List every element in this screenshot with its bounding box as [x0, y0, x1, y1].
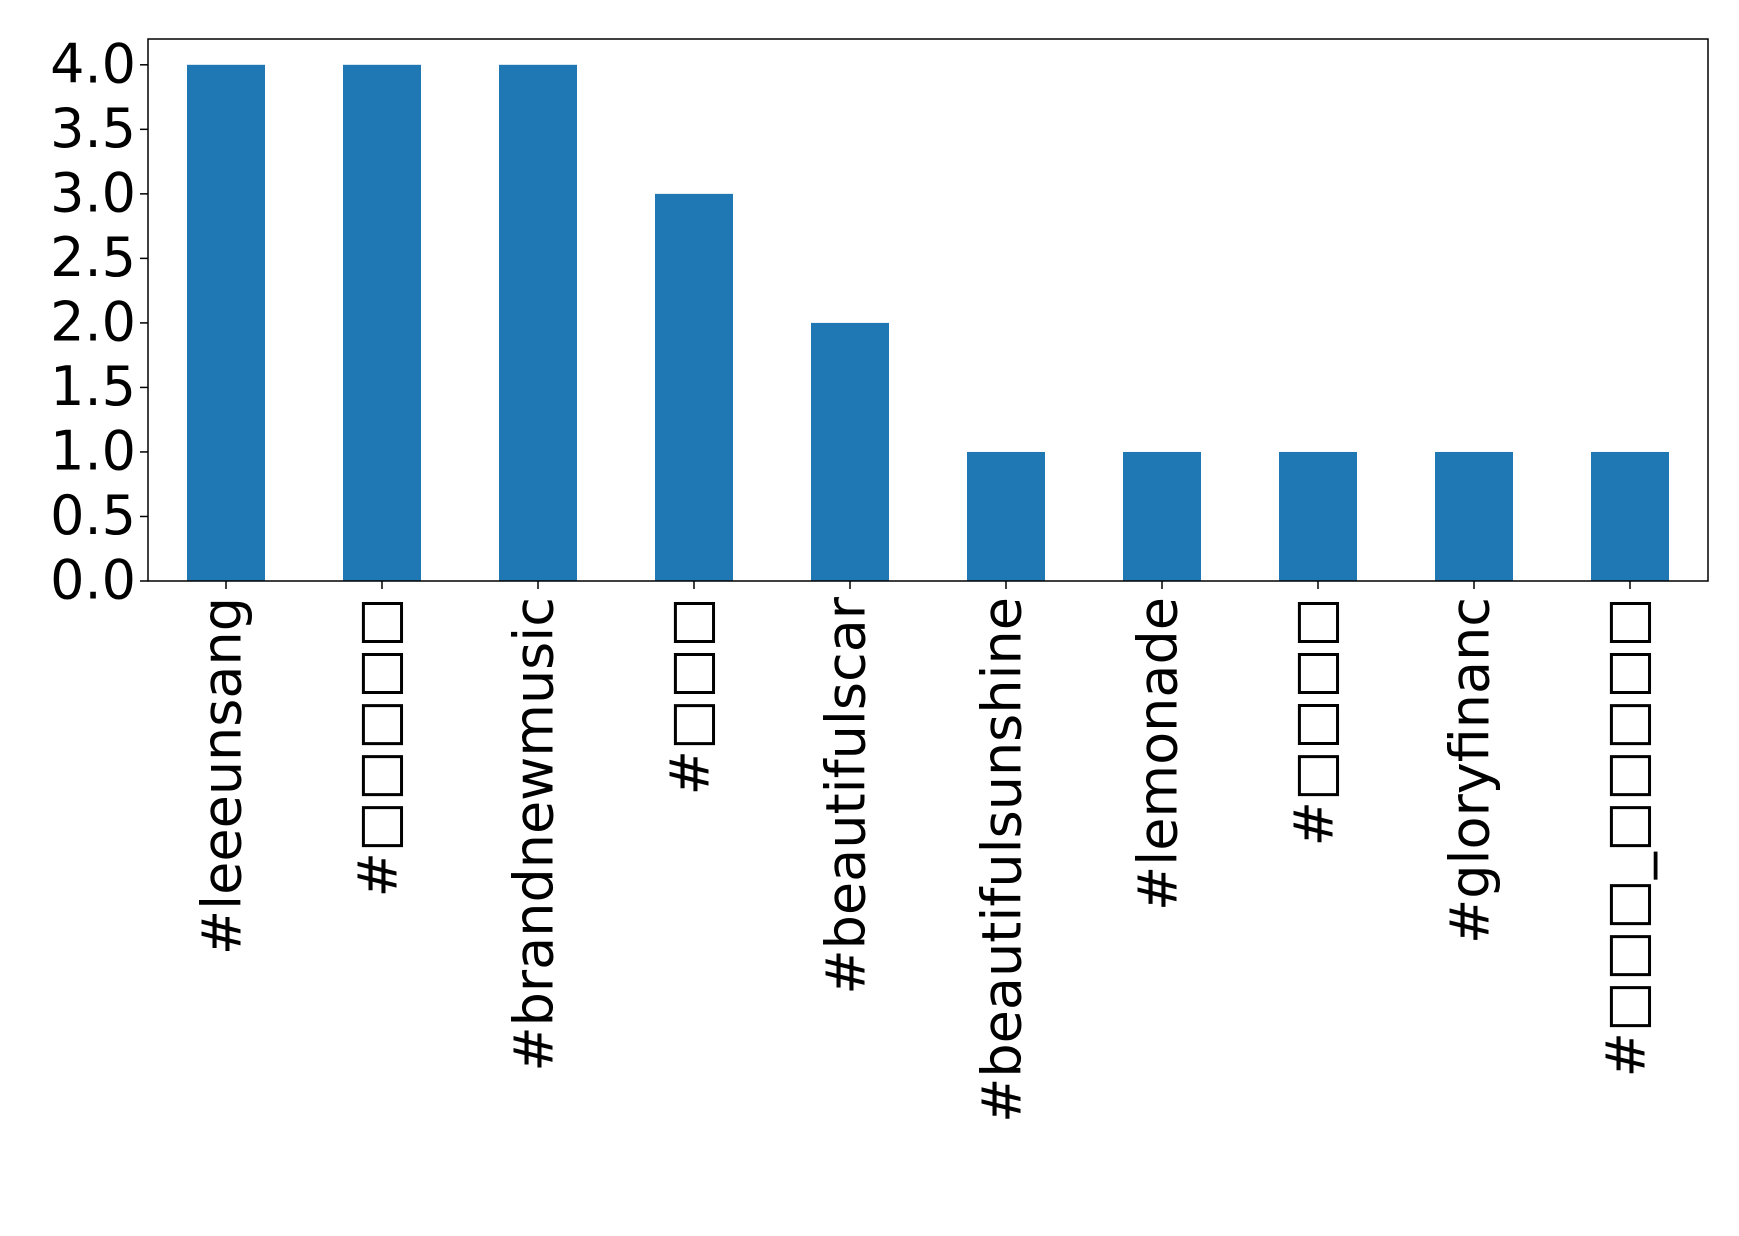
x-tick-label: #□□□□: [1283, 597, 1346, 846]
y-tick-label: 1.5: [50, 355, 136, 418]
x-tick-label: #lemonade: [1127, 597, 1190, 911]
x-tick-label: #□□□□□: [347, 597, 410, 897]
x-tick-label: #gloryfinanc: [1439, 597, 1502, 944]
bar: [499, 64, 577, 582]
plot-frame: [147, 38, 1709, 582]
bar: [187, 64, 265, 582]
y-tick-label: 0.5: [50, 484, 136, 547]
x-tick-label: #beautifulsunshine: [971, 597, 1034, 1123]
bar: [1123, 451, 1201, 581]
x-tick-label: #□□□: [659, 597, 722, 795]
y-tick-label: 4.0: [50, 32, 136, 95]
bar: [343, 64, 421, 582]
bar: [967, 451, 1045, 581]
bar: [655, 193, 733, 581]
x-tick-label: #brandnewmusic: [503, 597, 566, 1072]
bar: [1435, 451, 1513, 581]
y-tick-label: 0.0: [50, 549, 136, 612]
y-tick-label: 1.0: [50, 420, 136, 483]
y-tick-label: 2.5: [50, 226, 136, 289]
x-tick-label: #leeeunsang: [191, 597, 254, 955]
x-tick-label: #□□□_□□□□□: [1595, 597, 1658, 1077]
bar: [811, 322, 889, 581]
y-tick-label: 3.5: [50, 97, 136, 160]
x-tick-label: #beautifulscar: [815, 596, 878, 994]
y-tick-label: 3.0: [50, 161, 136, 224]
bar: [1591, 451, 1669, 581]
y-tick-label: 2.0: [50, 291, 136, 354]
bar: [1279, 451, 1357, 581]
